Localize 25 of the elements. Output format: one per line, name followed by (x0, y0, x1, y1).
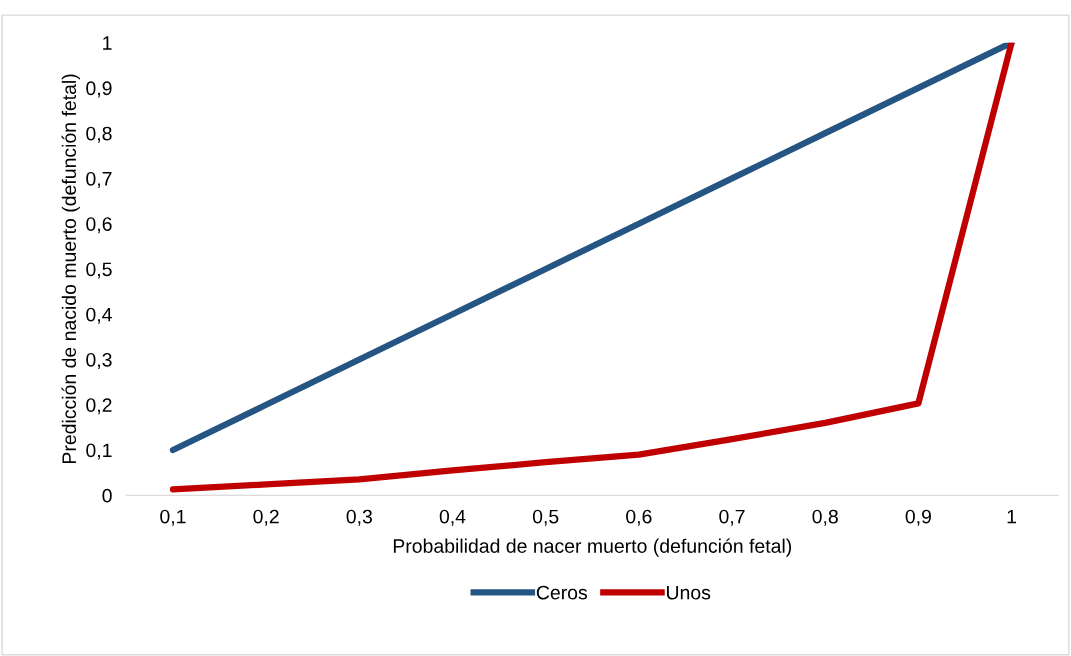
y-tick-label: 0,4 (86, 307, 112, 324)
y-tick-label: 0,3 (86, 352, 112, 370)
x-tick-label: 1 (1007, 509, 1017, 524)
y-tick-label: 0,9 (86, 81, 112, 98)
x-tick-label: 0,9 (905, 509, 931, 526)
y-tick-label: 0,1 (86, 443, 112, 460)
legend-label: Unos (667, 585, 711, 600)
x-tick-label: 0,4 (439, 509, 466, 526)
legend-label: Ceros (536, 585, 588, 600)
x-axis-title: Probabilidad de nacer muerto (defunción fetal) (393, 538, 792, 557)
y-tick-label: 0,2 (86, 398, 112, 415)
x-tick-label: 0,1 (160, 509, 186, 526)
x-tick-label: 0,6 (626, 509, 652, 526)
x-tick-label: 0,2 (253, 509, 279, 526)
y-tick-label: 0,6 (86, 217, 112, 234)
x-tick-label: 0,8 (812, 509, 838, 526)
y-tick-label: 0,5 (86, 262, 112, 279)
x-tick-label: 0,3 (346, 509, 372, 526)
y-tick-label: 0,8 (86, 126, 112, 143)
x-tick-label: 0,5 (532, 509, 559, 526)
y-axis-title: Predicción de nacido muerto (defunción fetal) (61, 74, 80, 463)
y-tick-label: 0,7 (86, 171, 112, 188)
y-tick-label: 1 (103, 36, 112, 50)
x-tick-label: 0,7 (719, 509, 745, 526)
y-tick-label: 0 (102, 488, 112, 503)
